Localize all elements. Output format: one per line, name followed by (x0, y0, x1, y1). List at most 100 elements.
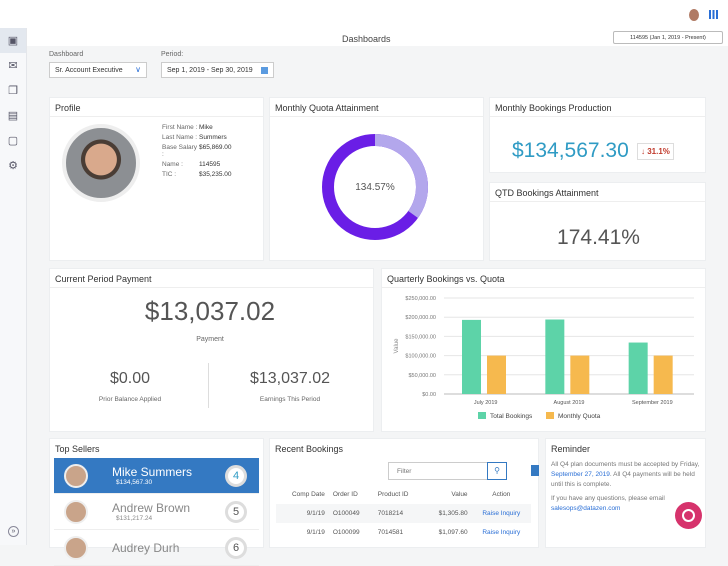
email-link[interactable]: salesops@datazen.com (551, 505, 621, 512)
period-value: Sep 1, 2019 - Sep 30, 2019 (167, 67, 253, 74)
dashboard-icon[interactable]: ▣ (0, 28, 26, 53)
bookings-table: Comp Date Order ID Product ID Value Action 9… (276, 485, 531, 542)
prior-balance: $0.00 (109, 370, 151, 387)
reminder-text: All Q4 plan documents must be accepted b… (551, 461, 700, 488)
chevron-down-icon: ∨ (135, 65, 141, 74)
legend-label: Total Bookings (490, 413, 533, 420)
x-tick-label: July 2019 (474, 400, 498, 406)
reminder-title: Reminder (551, 444, 591, 454)
table-row: 9/1/19 O100049 7018214 $1,305.80 Raise Inqui… (276, 504, 531, 523)
seller-avatar (64, 535, 88, 560)
profile-field: Last Name : Summers (162, 134, 227, 141)
search-button[interactable]: ⚲ (487, 462, 507, 480)
raise-inquiry-link[interactable]: Raise Inquiry (482, 529, 521, 536)
period-label: Period: (161, 51, 184, 58)
y-tick-label: $250,000.00 (405, 296, 436, 302)
table-row: 9/1/19 O100099 7014581 $1,097.60 Raise Inqui… (276, 523, 531, 542)
x-tick-label: September 2019 (632, 400, 673, 406)
settings-icon[interactable]: ⚙ (8, 160, 18, 172)
y-tick-label: $0.00 (422, 392, 436, 398)
profile-card: Profile First Name : Mike Last Name : Summ… (49, 97, 264, 261)
bar-monthly-quota (570, 355, 590, 394)
seller-avatar (64, 499, 88, 524)
user-avatar[interactable] (689, 9, 699, 21)
y-axis-label: Value (394, 338, 400, 354)
table-header: Comp Date Order ID Product ID Value Action (291, 491, 511, 498)
reminder-card: Reminder All Q4 plan documents must be a… (545, 438, 706, 548)
y-tick-label: $100,000.00 (405, 354, 436, 360)
bar-total-bookings (628, 342, 648, 394)
profile-field: First Name : Mike (162, 124, 213, 131)
profile-photo (62, 124, 140, 202)
top-bar: Dashboards 114595 (Jan 1, 2019 - Present… (0, 0, 728, 46)
profile-field: TIC : $35,235.00 (162, 171, 232, 178)
employee-selector[interactable]: 114595 (Jan 1, 2019 - Present) (613, 31, 723, 44)
seller-item[interactable]: Mike Summers $134,567.30 4 (54, 458, 259, 494)
seller-item[interactable]: Andrew Brown $131,217.24 5 (54, 494, 259, 530)
bookings-value: $134,567.30 (512, 139, 629, 162)
quota-donut (322, 134, 428, 240)
apps-grid-icon[interactable] (709, 10, 718, 19)
quota-donut-overflow (322, 134, 428, 240)
chart-card: Quarterly Bookings vs. Quota $0.00 $50,00… (381, 268, 706, 432)
legend-swatch (478, 412, 486, 419)
seller-item[interactable]: Audrey Durh 6 (54, 530, 259, 566)
profile-field: Base Salary : $65,869.00 (162, 144, 232, 158)
quota-card: Monthly Quota Attainment 134.57% (269, 97, 484, 261)
assistant-button[interactable] (675, 502, 702, 529)
quota-title: Monthly Quota Attainment (270, 98, 483, 117)
arrow-down-icon: ↓ (641, 147, 645, 156)
bar-total-bookings (545, 319, 565, 394)
sidebar: ▣ ✉ ❐ ▤ ▢ ⚙ » (0, 28, 27, 545)
legend-swatch (546, 412, 554, 419)
period-picker[interactable]: Sep 1, 2019 - Sep 30, 2019 (161, 62, 274, 78)
chart-title: Quarterly Bookings vs. Quota (382, 269, 705, 288)
dashboard-value: Sr. Account Executive (55, 67, 123, 74)
dashboard-select[interactable]: Sr. Account Executive ∨ (49, 62, 147, 78)
page-title: Dashboards (342, 34, 391, 44)
profile-title: Profile (50, 98, 263, 117)
bar-monthly-quota (487, 355, 506, 394)
expand-icon[interactable]: » (8, 526, 19, 537)
qtd-title: QTD Bookings Attainment (490, 183, 705, 202)
rank-badge: 6 (225, 536, 247, 559)
bar-monthly-quota (653, 355, 673, 394)
clipboard-icon[interactable]: ▤ (7, 110, 19, 122)
documents-icon[interactable]: ❐ (8, 85, 18, 97)
quota-value: 134.57% (355, 182, 395, 193)
divider (208, 363, 209, 408)
earnings-label: Earnings This Period (259, 396, 321, 403)
qtd-card: QTD Bookings Attainment 174.41% (489, 182, 706, 261)
earnings: $13,037.02 (249, 370, 331, 387)
recent-bookings-title: Recent Bookings (275, 444, 344, 454)
reminder-contact-text: If you have any questions, please email (551, 495, 665, 503)
top-sellers-card: Top Sellers Mike Summers $134,567.30 4 An… (49, 438, 264, 566)
calendar-icon[interactable] (261, 67, 268, 74)
rank-badge: 5 (225, 500, 247, 523)
seller-avatar (64, 463, 88, 488)
top-sellers-title: Top Sellers (55, 444, 100, 454)
y-tick-label: $50,000.00 (408, 373, 436, 379)
y-tick-label: $200,000.00 (405, 315, 436, 321)
rank-badge: 4 (225, 464, 247, 487)
mail-icon[interactable]: ✉ (8, 60, 18, 72)
prior-balance-label: Prior Balance Applied (98, 396, 162, 403)
payment-total-label: Payment (196, 336, 224, 343)
download-icon[interactable] (531, 465, 539, 476)
dashboard-label: Dashboard (49, 51, 84, 58)
assistant-icon (682, 509, 695, 522)
x-tick-label: August 2019 (554, 400, 585, 406)
filter-input[interactable] (388, 462, 488, 480)
raise-inquiry-link[interactable]: Raise Inquiry (482, 510, 521, 517)
legend-label: Monthly Quota (558, 413, 601, 420)
bookings-card: Monthly Bookings Production $134,567.30 … (489, 97, 706, 173)
bookings-title: Monthly Bookings Production (490, 98, 705, 117)
report-icon[interactable]: ▢ (7, 135, 19, 147)
profile-field: Name :114595 (162, 161, 221, 168)
y-tick-label: $150,000.00 (405, 334, 436, 340)
bookings-change-badge: ↓ 31.1% (637, 143, 674, 160)
payment-total: $13,037.02 (144, 296, 276, 326)
bar-chart: $0.00 $50,000.00 $100,000.00 $150,000.00 $20… (394, 296, 694, 420)
payment-card: Current Period Payment $13,037.02 Paymen… (49, 268, 374, 432)
